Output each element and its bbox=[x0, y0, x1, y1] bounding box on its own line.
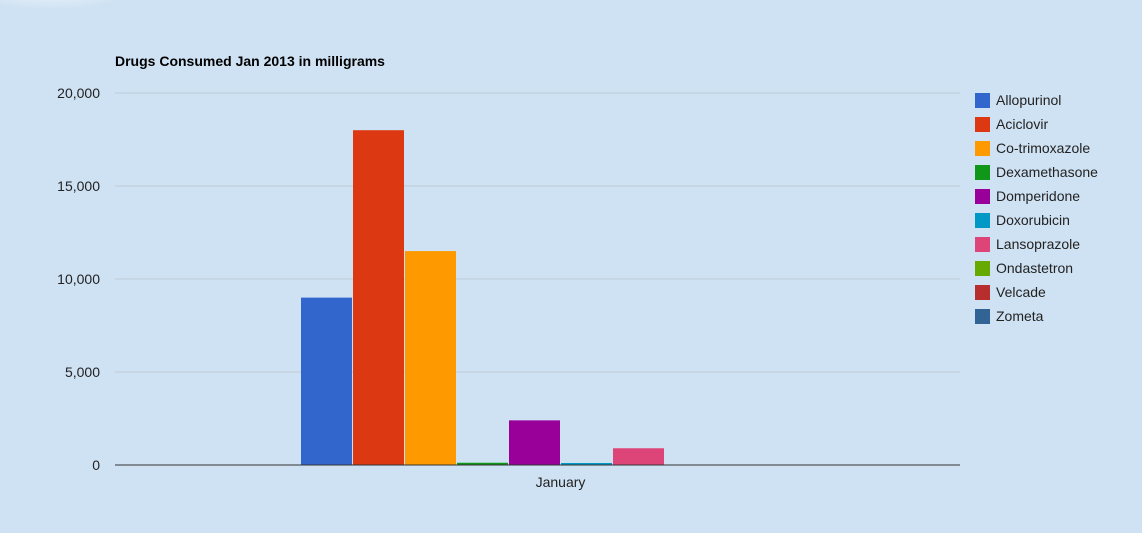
legend-item[interactable]: Doxorubicin bbox=[975, 212, 1070, 228]
legend-item[interactable]: Ondastetron bbox=[975, 260, 1073, 276]
legend-label: Ondastetron bbox=[996, 260, 1073, 276]
legend-item[interactable]: Dexamethasone bbox=[975, 164, 1098, 180]
y-tick-label: 15,000 bbox=[57, 178, 100, 194]
legend-swatch bbox=[975, 165, 990, 180]
y-tick-label: 5,000 bbox=[65, 364, 100, 380]
gridlines bbox=[115, 92, 960, 373]
y-tick-label: 10,000 bbox=[57, 271, 100, 287]
y-axis-ticks: 0 5,000 10,000 15,000 20,000 bbox=[57, 85, 100, 473]
legend-item[interactable]: Velcade bbox=[975, 284, 1046, 300]
legend-item[interactable]: Domperidone bbox=[975, 188, 1080, 204]
legend-label: Dexamethasone bbox=[996, 164, 1098, 180]
legend-swatch bbox=[975, 93, 990, 108]
legend-swatch bbox=[975, 261, 990, 276]
legend-label: Domperidone bbox=[996, 188, 1080, 204]
bar-doxorubicin[interactable] bbox=[561, 463, 612, 465]
legend-item[interactable]: Allopurinol bbox=[975, 92, 1061, 108]
legend-label: Allopurinol bbox=[996, 92, 1061, 108]
y-tick-label: 0 bbox=[92, 457, 100, 473]
legend-swatch bbox=[975, 309, 990, 324]
bar-allopurinol[interactable] bbox=[301, 297, 352, 465]
legend-item[interactable]: Zometa bbox=[975, 308, 1044, 324]
bar-lansoprazole[interactable] bbox=[613, 448, 664, 465]
legend-label: Zometa bbox=[996, 308, 1044, 324]
legend-item[interactable]: Aciclovir bbox=[975, 116, 1048, 132]
legend-swatch bbox=[975, 213, 990, 228]
bar-co-trimoxazole[interactable] bbox=[405, 251, 456, 465]
bar-aciclovir[interactable] bbox=[353, 130, 404, 465]
legend-swatch bbox=[975, 117, 990, 132]
legend-label: Aciclovir bbox=[996, 116, 1048, 132]
legend-label: Lansoprazole bbox=[996, 236, 1080, 252]
legend-label: Velcade bbox=[996, 284, 1046, 300]
y-tick-label: 20,000 bbox=[57, 85, 100, 101]
legend-swatch bbox=[975, 141, 990, 156]
x-tick-label: January bbox=[536, 474, 586, 490]
bars bbox=[301, 130, 664, 465]
legend-swatch bbox=[975, 237, 990, 252]
x-axis-ticks: January bbox=[536, 474, 586, 490]
legend: Allopurinol Aciclovir Co-trimoxazole Dexame… bbox=[975, 92, 1098, 324]
legend-swatch bbox=[975, 189, 990, 204]
legend-item[interactable]: Co-trimoxazole bbox=[975, 140, 1090, 156]
chart-title: Drugs Consumed Jan 2013 in milligrams bbox=[115, 53, 385, 69]
legend-label: Doxorubicin bbox=[996, 212, 1070, 228]
legend-item[interactable]: Lansoprazole bbox=[975, 236, 1080, 252]
window-corner-shadow bbox=[0, 0, 140, 10]
legend-swatch bbox=[975, 285, 990, 300]
bar-domperidone[interactable] bbox=[509, 420, 560, 465]
legend-label: Co-trimoxazole bbox=[996, 140, 1090, 156]
bar-dexamethasone[interactable] bbox=[457, 462, 508, 465]
